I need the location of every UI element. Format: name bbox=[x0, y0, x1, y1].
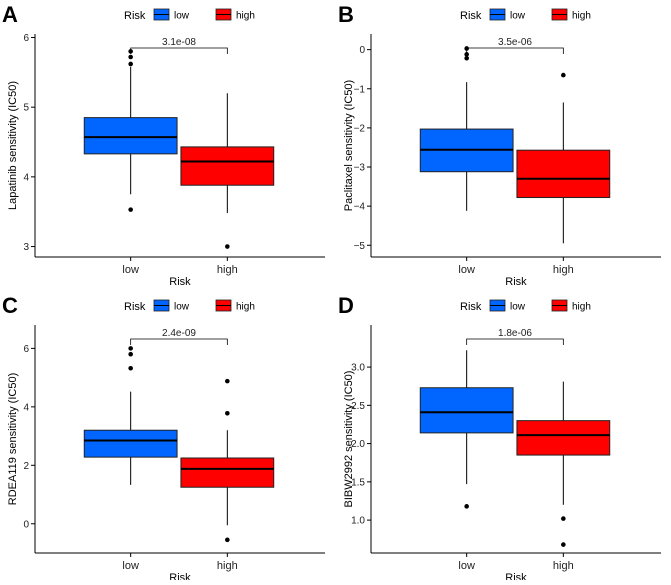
box-body bbox=[180, 146, 275, 186]
legend-label-high: high bbox=[572, 302, 591, 313]
x-axis-title: Risk bbox=[169, 276, 191, 288]
x-axis-title: Risk bbox=[505, 572, 527, 580]
y-tick-label: −5 bbox=[354, 241, 366, 252]
x-tick-label: high bbox=[553, 264, 574, 276]
outlier-point bbox=[464, 55, 469, 61]
outlier-point bbox=[561, 72, 566, 78]
p-value-label: 3.1e-08 bbox=[162, 37, 196, 48]
outlier-point bbox=[225, 378, 230, 384]
outlier-point bbox=[128, 54, 133, 60]
legend-title: Risk bbox=[124, 10, 146, 22]
panel-B: B Risk low high −5 −4 −3 −2 −1 0 Paclitaxel sensit… bbox=[338, 2, 661, 288]
y-tick-label: 1.0 bbox=[351, 516, 365, 527]
box-high bbox=[516, 72, 611, 244]
panel-label: A bbox=[2, 2, 18, 27]
legend-label-low: low bbox=[510, 302, 526, 313]
legend-label-low: low bbox=[174, 302, 190, 313]
box-body bbox=[419, 387, 514, 434]
box-low bbox=[419, 46, 514, 211]
significance-bracket bbox=[130, 47, 228, 54]
y-tick-label: −2 bbox=[354, 123, 366, 134]
box-body bbox=[516, 420, 611, 456]
outlier-point bbox=[128, 365, 133, 371]
y-tick-label: 2.0 bbox=[351, 439, 365, 450]
panel-label: C bbox=[2, 293, 18, 318]
outlier-point bbox=[128, 346, 133, 351]
legend-label-high: high bbox=[572, 11, 591, 22]
y-tick-label: 0 bbox=[23, 519, 29, 530]
p-value-label: 2.4e-09 bbox=[162, 328, 196, 339]
panel-C: C Risk low high 0 2 4 6 RDEA119 sensitivity (IC5… bbox=[2, 293, 325, 584]
legend-title: Risk bbox=[124, 301, 146, 313]
outlier-point bbox=[561, 516, 566, 521]
legend-title: Risk bbox=[460, 10, 482, 22]
legend-title: Risk bbox=[460, 301, 482, 313]
x-tick-label: high bbox=[217, 264, 238, 276]
x-tick-label: low bbox=[458, 560, 475, 572]
outlier-point bbox=[464, 52, 469, 57]
significance-bracket bbox=[466, 338, 564, 345]
outlier-point bbox=[128, 207, 133, 212]
significance-bracket bbox=[130, 338, 228, 345]
y-axis-title: Paclitaxel sensitivity (IC50) bbox=[343, 80, 355, 211]
outlier-point bbox=[128, 351, 133, 357]
box-high bbox=[516, 381, 611, 547]
y-tick-label: 6 bbox=[23, 344, 29, 355]
legend-label-high: high bbox=[236, 302, 255, 313]
outlier-point bbox=[128, 61, 133, 67]
box-low bbox=[83, 346, 178, 485]
p-value-label: 1.8e-06 bbox=[498, 328, 532, 339]
p-value-label: 3.5e-06 bbox=[498, 37, 532, 48]
x-axis-title: Risk bbox=[169, 572, 191, 580]
y-tick-label: −1 bbox=[354, 84, 366, 95]
y-tick-label: 2.5 bbox=[351, 401, 365, 412]
y-tick-label: −3 bbox=[354, 163, 366, 174]
box-low bbox=[419, 350, 514, 509]
y-axis-title: Lapatinib sensitivity (IC50) bbox=[7, 81, 19, 210]
panel-label: B bbox=[338, 2, 354, 27]
x-axis-title: Risk bbox=[505, 276, 527, 288]
y-tick-label: −4 bbox=[354, 202, 366, 213]
significance-bracket bbox=[466, 47, 564, 54]
y-tick-label: 3 bbox=[23, 242, 29, 253]
x-tick-label: high bbox=[553, 560, 574, 572]
box-body bbox=[516, 149, 611, 199]
y-tick-label: 6 bbox=[23, 33, 29, 44]
box-high bbox=[180, 378, 275, 543]
box-body bbox=[83, 117, 178, 155]
x-tick-label: low bbox=[458, 264, 475, 276]
y-tick-label: 4 bbox=[23, 402, 29, 413]
box-high bbox=[180, 93, 275, 249]
box-body bbox=[180, 457, 275, 488]
y-axis-title: RDEA119 sensitivity (IC50) bbox=[7, 373, 19, 505]
x-tick-label: low bbox=[122, 264, 139, 276]
outlier-point bbox=[561, 542, 566, 547]
outlier-point bbox=[225, 410, 230, 416]
legend-label-low: low bbox=[510, 11, 526, 22]
outlier-point bbox=[464, 504, 469, 509]
y-tick-label: 2 bbox=[23, 461, 29, 472]
panel-A: A Risk low high 3 4 5 6 Lapatinib sensitivity (I… bbox=[2, 2, 325, 288]
x-tick-label: low bbox=[122, 560, 139, 572]
y-tick-label: 1.5 bbox=[351, 477, 365, 488]
box-low bbox=[83, 49, 178, 212]
y-tick-label: 4 bbox=[23, 172, 29, 183]
outlier-point bbox=[225, 244, 230, 249]
y-axis-title: BIBW2992 sensitivity (IC50) bbox=[343, 371, 355, 508]
y-tick-label: 5 bbox=[23, 103, 29, 114]
panel-label: D bbox=[338, 293, 354, 318]
legend-label-high: high bbox=[236, 11, 255, 22]
x-tick-label: high bbox=[217, 560, 238, 572]
y-tick-label: 3.0 bbox=[351, 363, 365, 374]
legend-label-low: low bbox=[174, 11, 190, 22]
outlier-point bbox=[225, 537, 230, 543]
y-tick-label: 0 bbox=[359, 45, 365, 56]
box-body bbox=[83, 429, 178, 458]
